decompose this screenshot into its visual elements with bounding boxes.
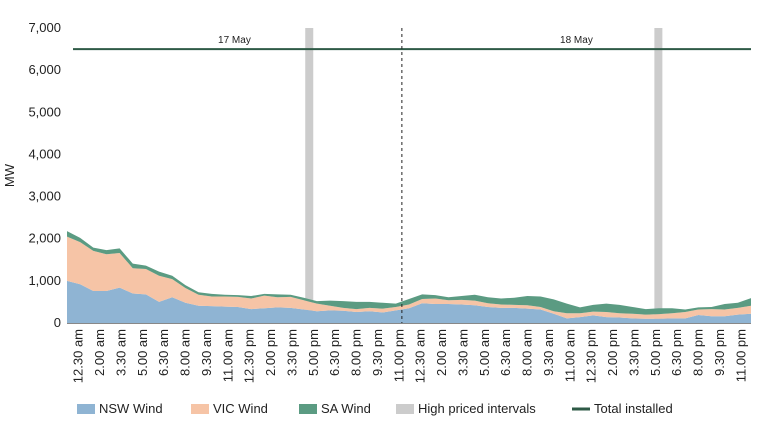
high-priced-bands (305, 28, 663, 323)
x-tick-label: 2.00 am (92, 329, 107, 376)
y-tick-label: 7,000 (28, 20, 61, 35)
y-tick-label: 6,000 (28, 62, 61, 77)
x-tick-label: 9.30 pm (712, 329, 727, 376)
x-tick-label: 5.00 am (135, 329, 150, 376)
x-tick-label: 11.00 pm (391, 329, 406, 382)
area-vic-wind (67, 236, 751, 319)
x-tick-label: 3.30 pm (284, 329, 299, 376)
y-tick-label: 5,000 (28, 104, 61, 119)
stacked-areas (67, 231, 751, 323)
x-tick-label: 11.00 am (220, 329, 235, 382)
x-tick-label: 12.30 pm (242, 329, 257, 383)
x-tick-label: 6.30 am (498, 329, 513, 376)
legend-label: NSW Wind (99, 401, 163, 416)
y-tick-label: 3,000 (28, 189, 61, 204)
x-tick-label: 9.30 pm (370, 329, 385, 376)
legend-label: Total installed (594, 401, 673, 416)
x-tick-label: 6.30 pm (327, 329, 342, 376)
x-tick-label: 3.30 am (113, 329, 128, 376)
legend-swatch-nsw-wind (77, 404, 95, 414)
x-tick-label: 6.30 am (156, 329, 171, 376)
legend-label: SA Wind (321, 401, 371, 416)
high-priced-band-2 (654, 28, 663, 323)
day-label: 18 May (560, 35, 593, 46)
y-tick-label: 4,000 (28, 146, 61, 161)
x-tick-label: 2.00 am (434, 329, 449, 376)
y-axis-ticks: 0 1,000 2,000 3,000 4,000 5,000 6,000 7,000 (28, 20, 61, 330)
x-tick-label: 3.30 pm (626, 329, 641, 376)
legend-swatch-high-priced-intervals (396, 404, 414, 414)
day-labels: 17 May 18 May (218, 35, 593, 46)
legend-label: High priced intervals (418, 401, 536, 416)
day-label: 17 May (218, 35, 251, 46)
legend-swatch-vic-wind (191, 404, 209, 414)
x-tick-label: 12.30 pm (584, 329, 599, 383)
legend-label: VIC Wind (213, 401, 268, 416)
y-axis-label: MW (2, 163, 17, 187)
x-tick-label: 9.30 am (541, 329, 556, 376)
y-tick-label: 0 (54, 315, 61, 330)
x-tick-label: 5.00 pm (306, 329, 321, 376)
x-tick-label: 5.00 am (477, 329, 492, 376)
legend: NSW Wind VIC Wind SA Wind High priced inter… (77, 401, 673, 416)
x-tick-label: 12.30 am (71, 329, 86, 383)
x-tick-label: 8.00 pm (691, 329, 706, 376)
x-tick-label: 8.00 am (178, 329, 193, 376)
y-tick-label: 2,000 (28, 231, 61, 246)
y-axis-title: MW (2, 163, 17, 187)
x-tick-label: 11.00 am (562, 329, 577, 382)
x-tick-label: 2.00 pm (263, 329, 278, 376)
x-tick-label: 2.00 pm (605, 329, 620, 376)
x-tick-label: 9.30 am (199, 329, 214, 376)
y-tick-label: 1,000 (28, 273, 61, 288)
legend-swatch-sa-wind (299, 404, 317, 414)
high-priced-band-1 (305, 28, 314, 323)
area-nsw-wind (67, 280, 751, 323)
x-tick-label: 8.00 pm (349, 329, 364, 376)
x-tick-label: 11.00 pm (733, 329, 748, 382)
x-tick-label: 12.30 am (413, 329, 428, 383)
x-tick-label: 5.00 pm (648, 329, 663, 376)
x-tick-label: 8.00 am (520, 329, 535, 376)
x-tick-label: 6.30 pm (669, 329, 684, 376)
x-tick-label: 3.30 am (455, 329, 470, 376)
x-axis-ticks: 12.30 am 2.00 am 3.30 am 5.00 am 6.30 am 8.00… (71, 329, 749, 383)
